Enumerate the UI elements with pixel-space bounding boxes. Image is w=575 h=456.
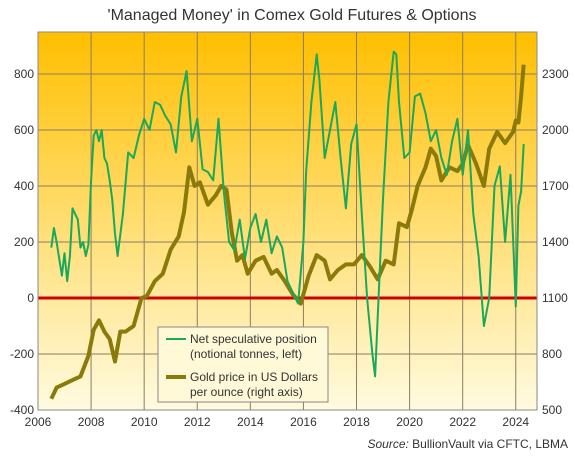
x-tick-label: 2016 <box>290 415 317 429</box>
right-axis-tick-labels: 500 800 1100 1400 1700 2000 2300 <box>542 67 569 417</box>
left-tick-label: 200 <box>14 235 34 249</box>
right-tick-label: 1100 <box>542 291 568 305</box>
plot-frame <box>37 31 538 411</box>
legend-box <box>157 326 329 403</box>
left-tick-label: -200 <box>10 347 34 361</box>
left-tick-label: 600 <box>14 123 34 137</box>
left-axis-tick-labels: -400 -200 0 200 400 600 800 <box>10 67 34 417</box>
x-tick-label: 2024 <box>502 415 529 429</box>
legend: Net speculative position (notional tonne… <box>157 326 329 403</box>
left-tick-label: 0 <box>27 291 34 305</box>
left-tick-label: -400 <box>10 403 34 417</box>
x-tick-label: 2014 <box>237 415 264 429</box>
x-tick-label: 2008 <box>78 415 105 429</box>
source-text: BullionVault via CFTC, LBMA <box>409 437 568 451</box>
x-tick-label: 2012 <box>184 415 211 429</box>
source-note: Source: BullionVault via CFTC, LBMA <box>367 437 568 451</box>
x-tick-label: 2020 <box>396 415 423 429</box>
x-axis-tick-labels: 2006 2008 2010 2012 2014 2016 2018 2020 2022 2024 <box>25 415 530 429</box>
legend-label-net-position-line2: (notional tonnes, left) <box>190 347 302 361</box>
legend-label-net-position-line1: Net speculative position <box>190 332 317 346</box>
right-tick-label: 1700 <box>542 179 569 193</box>
right-tick-label: 500 <box>542 403 562 417</box>
legend-label-gold-price-line2: per ounce (right axis) <box>190 385 303 399</box>
gold-price-line <box>49 64 526 400</box>
x-tick-label: 2006 <box>25 415 52 429</box>
right-tick-label: 2000 <box>542 123 569 137</box>
left-tick-label: 800 <box>14 67 34 81</box>
series-lines <box>49 50 526 400</box>
net-position-line <box>50 50 525 378</box>
right-tick-label: 1400 <box>542 235 569 249</box>
right-tick-label: 2300 <box>542 67 569 81</box>
x-tick-label: 2022 <box>449 415 476 429</box>
source-label: Source: <box>367 437 408 451</box>
x-tick-label: 2018 <box>343 415 370 429</box>
x-tick-label: 2010 <box>131 415 158 429</box>
left-tick-label: 400 <box>14 179 34 193</box>
legend-label-gold-price-line1: Gold price in US Dollars <box>190 370 318 384</box>
right-tick-label: 800 <box>542 347 562 361</box>
chart-title: 'Managed Money' in Comex Gold Futures & … <box>108 7 477 24</box>
